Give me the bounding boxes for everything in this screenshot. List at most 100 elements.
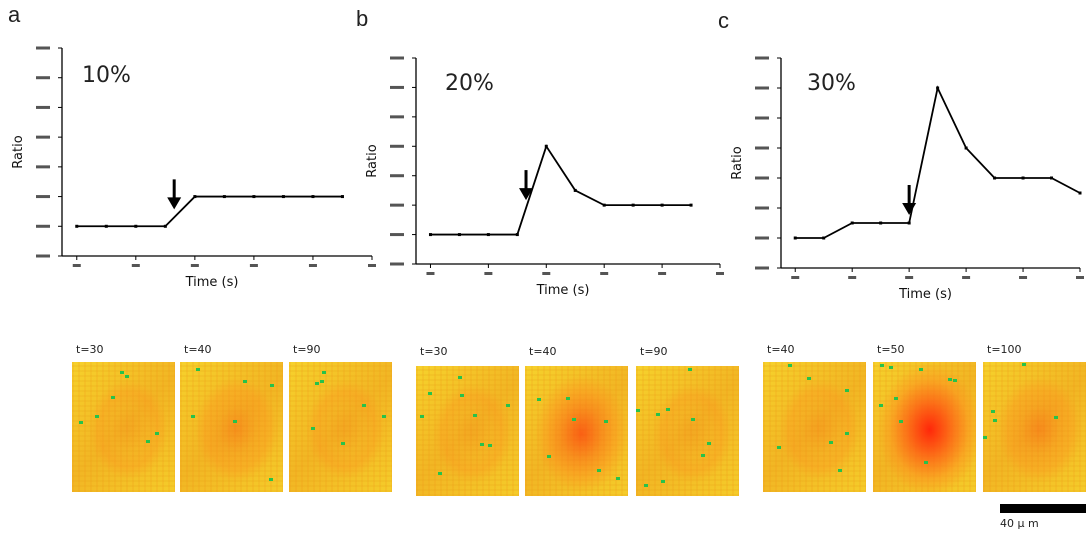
fluorescence-speck bbox=[666, 408, 670, 411]
data-point bbox=[1050, 176, 1054, 180]
y-tick-label bbox=[755, 266, 769, 270]
y-tick-label bbox=[755, 56, 769, 60]
data-point bbox=[486, 233, 490, 237]
fluorescence-speck bbox=[948, 378, 952, 381]
stimulus-arrow-icon bbox=[519, 170, 534, 201]
data-point bbox=[850, 221, 854, 225]
fluorescence-speck bbox=[233, 420, 237, 423]
fluorescence-speck bbox=[899, 420, 903, 423]
fluorescence-speck bbox=[460, 394, 464, 397]
fluorescence-speck bbox=[146, 440, 150, 443]
y-tick-label bbox=[36, 224, 50, 228]
fluorescence-speck bbox=[1022, 363, 1026, 366]
fluorescence-speck bbox=[428, 392, 432, 395]
data-point bbox=[879, 221, 883, 225]
y-tick-label bbox=[36, 135, 50, 139]
x-tick-label bbox=[1076, 276, 1084, 279]
data-point bbox=[428, 233, 432, 237]
data-point bbox=[631, 203, 635, 207]
data-point bbox=[75, 224, 79, 228]
x-axis-label: Time (s) bbox=[185, 275, 239, 290]
fluorescence-speck bbox=[566, 397, 570, 400]
fluorescence-image bbox=[289, 362, 392, 492]
panel-label-c: c bbox=[718, 8, 729, 33]
y-tick-label bbox=[755, 176, 769, 180]
time-point-label: t=50 bbox=[877, 343, 905, 356]
x-tick-label bbox=[791, 276, 800, 279]
data-point bbox=[222, 195, 226, 199]
fluorescence-speck bbox=[829, 441, 833, 444]
y-tick-label bbox=[755, 116, 769, 120]
fluorescence-image bbox=[180, 362, 283, 492]
stimulus-arrow-icon bbox=[902, 185, 917, 215]
fluorescence-speck bbox=[838, 469, 842, 472]
x-tick-label bbox=[600, 272, 609, 275]
concentration-label: 10% bbox=[82, 63, 131, 88]
fluorescence-speck bbox=[1054, 416, 1058, 419]
fluorescence-speck bbox=[889, 366, 893, 369]
x-tick-label bbox=[1019, 276, 1028, 279]
data-point bbox=[134, 224, 138, 228]
data-point bbox=[311, 195, 315, 199]
fluorescence-image bbox=[983, 362, 1086, 492]
fluorescence-speck bbox=[661, 480, 665, 483]
ratio-series-line bbox=[795, 85, 1081, 239]
y-tick-label bbox=[390, 56, 404, 60]
data-point bbox=[964, 146, 968, 150]
x-tick-label bbox=[484, 272, 493, 275]
time-point-label: t=90 bbox=[640, 345, 668, 358]
data-point bbox=[193, 195, 197, 199]
fluorescence-speck bbox=[382, 415, 386, 418]
data-point bbox=[793, 236, 797, 240]
scale-bar bbox=[1000, 504, 1086, 513]
fluorescence-speck bbox=[688, 368, 692, 371]
fluorescence-speck bbox=[993, 419, 997, 422]
fluorescence-speck bbox=[111, 396, 115, 399]
data-point bbox=[281, 195, 285, 199]
data-point bbox=[340, 195, 344, 199]
time-point-label: t=40 bbox=[767, 343, 795, 356]
fluorescence-speck bbox=[707, 442, 711, 445]
fluorescence-speck bbox=[604, 420, 608, 423]
data-point bbox=[515, 233, 519, 237]
fluorescence-speck bbox=[880, 364, 884, 367]
panel-label-a: a bbox=[8, 2, 21, 27]
ratio-series-line bbox=[76, 195, 343, 228]
x-tick-label bbox=[249, 264, 258, 267]
x-axis-label: Time (s) bbox=[898, 287, 952, 302]
fluorescence-speck bbox=[894, 397, 898, 400]
fluorescence-speck bbox=[196, 368, 200, 371]
y-tick-label bbox=[390, 262, 404, 266]
x-tick-label bbox=[542, 272, 551, 275]
y-tick-label bbox=[755, 86, 769, 90]
y-tick-label bbox=[36, 46, 50, 50]
fluorescence-image bbox=[636, 366, 739, 496]
fluorescence-speck bbox=[924, 461, 928, 464]
fluorescence-speck bbox=[777, 446, 781, 449]
time-point-label: t=100 bbox=[987, 343, 1022, 356]
chart-b: Time (s) Ratio 20% bbox=[365, 56, 724, 298]
fluorescence-speck bbox=[488, 444, 492, 447]
data-point bbox=[573, 188, 577, 192]
fluorescence-speck bbox=[120, 371, 124, 374]
fluorescence-speck bbox=[243, 380, 247, 383]
data-point bbox=[660, 203, 664, 207]
fluorescence-speck bbox=[983, 436, 987, 439]
y-tick-label bbox=[36, 105, 50, 109]
y-tick-label bbox=[390, 115, 404, 119]
time-point-label: t=40 bbox=[184, 343, 212, 356]
x-tick-label bbox=[716, 272, 724, 275]
y-tick-label bbox=[36, 76, 50, 80]
x-tick-label bbox=[308, 264, 317, 267]
fluorescence-speck bbox=[547, 455, 551, 458]
fluorescence-speck bbox=[458, 376, 462, 379]
time-point-label: t=40 bbox=[529, 345, 557, 358]
data-point bbox=[1021, 176, 1025, 180]
fluorescence-speck bbox=[270, 384, 274, 387]
fluorescence-speck bbox=[919, 368, 923, 371]
chart-c: Time (s) Ratio 30% bbox=[730, 56, 1084, 302]
fluorescence-speck bbox=[636, 409, 640, 412]
fluorescence-speck bbox=[701, 454, 705, 457]
x-tick-label bbox=[962, 276, 971, 279]
x-tick-label bbox=[72, 264, 81, 267]
